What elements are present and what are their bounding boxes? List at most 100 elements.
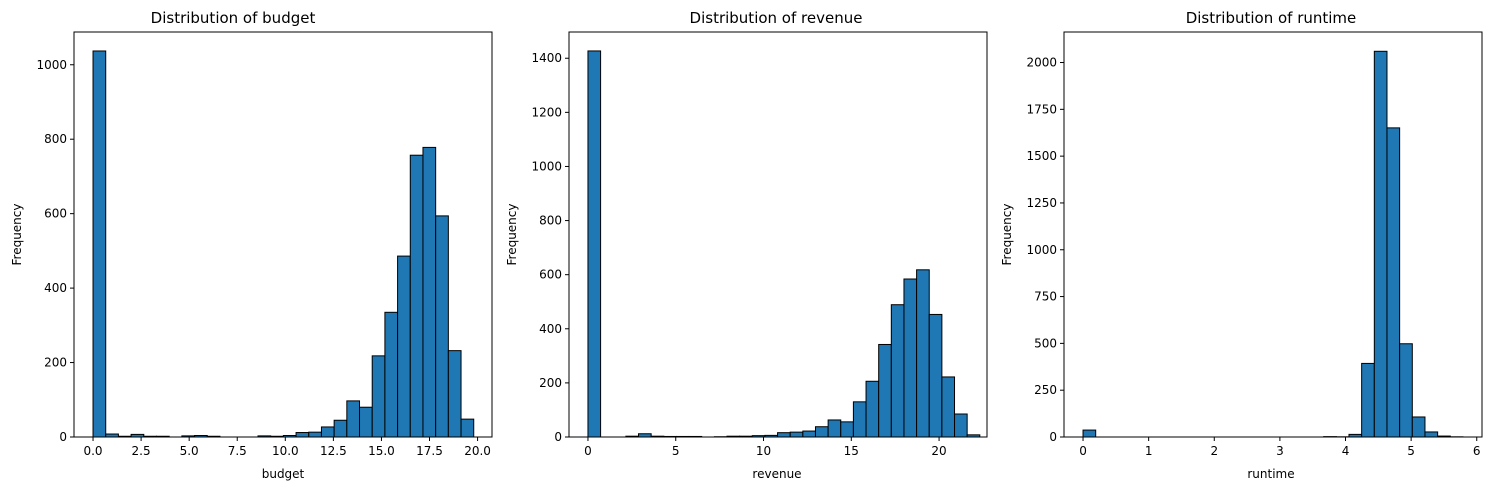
x-tick-label: 2.5 — [132, 444, 151, 458]
histogram-bar — [814, 426, 829, 438]
x-tick-label: 10 — [756, 444, 771, 458]
histogram-bar — [295, 432, 310, 438]
histogram-bar — [777, 432, 791, 438]
x-tick-label: 6 — [1473, 444, 1481, 458]
histogram-bar — [802, 430, 816, 438]
histogram-bar — [916, 269, 930, 438]
x-axis-label: budget — [262, 467, 305, 481]
y-tick-label: 750 — [1034, 290, 1057, 304]
histogram-bar — [903, 278, 918, 438]
revenue-histogram-panel: Distribution of revenue 0 5 10 15 20 0 200 400… — [505, 9, 988, 481]
y-tick-label: 800 — [539, 214, 562, 228]
histogram-bar — [320, 426, 335, 438]
x-tick-label: 20 — [931, 444, 946, 458]
histogram-bar — [1424, 431, 1439, 438]
histogram-bar — [890, 304, 905, 438]
y-tick-label: 0 — [554, 430, 562, 444]
x-tick-label: 15.0 — [368, 444, 395, 458]
x-tick-label: 7.5 — [228, 444, 247, 458]
y-tick-label: 250 — [1034, 383, 1057, 397]
x-tick-label: 2 — [1210, 444, 1218, 458]
y-axis-label: Frequency — [1000, 204, 1014, 266]
x-tick-label: 3 — [1276, 444, 1284, 458]
bars-group — [1082, 50, 1464, 438]
y-axis-label: Frequency — [505, 204, 519, 266]
y-tick-label: 1000 — [36, 58, 67, 72]
histogram-bar — [409, 154, 424, 438]
histogram-bar — [435, 215, 449, 438]
y-tick-label: 1400 — [531, 51, 562, 65]
x-axis-label: runtime — [1247, 467, 1294, 481]
y-tick-label: 1200 — [531, 105, 562, 119]
y-tick-label: 400 — [539, 322, 562, 336]
x-tick-label: 5 — [1407, 444, 1415, 458]
budget-histogram-panel: Distribution of budget 0.0 2.5 5.0 7.5 10.0 1… — [10, 9, 493, 481]
y-tick-label: 400 — [44, 281, 67, 295]
y-tick-label: 500 — [1034, 336, 1057, 350]
y-tick-label: 1500 — [1026, 149, 1057, 163]
runtime-histogram-panel: Distribution of runtime 0 1 2 3 4 5 6 0 250 500 7… — [1000, 9, 1483, 481]
x-tick-label: 10.0 — [272, 444, 299, 458]
x-ticks-group: 0 5 10 15 20 — [584, 437, 947, 458]
y-tick-label: 600 — [44, 207, 67, 221]
y-tick-label: 1000 — [531, 159, 562, 173]
y-ticks-group: 0 250 500 750 1000 1250 1500 1750 2000 — [1026, 56, 1064, 444]
histogram-bar — [1411, 416, 1426, 438]
chart-title: Distribution of revenue — [690, 9, 863, 27]
y-tick-label: 1250 — [1026, 196, 1057, 210]
x-tick-label: 4 — [1342, 444, 1350, 458]
histogram-bar — [1082, 429, 1097, 438]
histogram-bar — [1361, 362, 1375, 438]
histogram-bar — [422, 146, 437, 438]
plot-frame — [568, 31, 988, 438]
histogram-bar — [1373, 50, 1388, 438]
y-tick-label: 1750 — [1026, 102, 1057, 116]
plot-frame — [1063, 31, 1483, 438]
histogram-bar — [333, 419, 348, 438]
y-tick-label: 2000 — [1026, 56, 1057, 70]
y-axis-label: Frequency — [10, 204, 24, 266]
y-tick-label: 200 — [44, 356, 67, 370]
y-tick-label: 1000 — [1026, 243, 1057, 257]
histogram-bar — [92, 50, 107, 438]
histogram-bar — [928, 313, 943, 438]
histogram-bar — [371, 355, 386, 438]
histogram-bar — [346, 400, 361, 438]
y-tick-label: 0 — [1049, 430, 1057, 444]
histogram-bar — [789, 431, 804, 438]
histogram-bar — [460, 418, 475, 438]
histogram-bar — [954, 413, 968, 438]
x-tick-label: 12.5 — [320, 444, 347, 458]
histogram-bar — [384, 311, 399, 438]
y-tick-label: 200 — [539, 376, 562, 390]
y-ticks-group: 0 200 400 600 800 1000 — [36, 58, 74, 444]
x-ticks-group: 0.0 2.5 5.0 7.5 10.0 12.5 15.0 17.5 20.0 — [83, 437, 491, 458]
x-tick-label: 5 — [672, 444, 680, 458]
histogram-bar — [1386, 127, 1401, 438]
histogram-bar — [941, 376, 956, 438]
histogram-bar — [1399, 343, 1413, 438]
histogram-bar — [359, 406, 373, 438]
y-tick-label: 600 — [539, 268, 562, 282]
histogram-bar — [865, 380, 880, 438]
histogram-bar — [587, 50, 602, 438]
x-tick-label: 5.0 — [180, 444, 199, 458]
y-tick-label: 800 — [44, 132, 67, 146]
chart-title: Distribution of runtime — [1186, 9, 1357, 27]
bars-group — [92, 50, 475, 438]
histogram-bar — [308, 431, 322, 438]
bars-group — [587, 50, 981, 438]
chart-title: Distribution of budget — [151, 9, 316, 27]
histogram-bar — [878, 343, 892, 438]
histogram-bar — [840, 421, 854, 438]
y-tick-label: 0 — [59, 430, 67, 444]
plot-frame — [73, 31, 493, 438]
histogram-bar — [827, 419, 842, 438]
x-tick-label: 15 — [844, 444, 859, 458]
histogram-bar — [447, 350, 462, 438]
x-ticks-group: 0 1 2 3 4 5 6 — [1079, 437, 1481, 458]
x-tick-label: 17.5 — [416, 444, 443, 458]
histogram-bar — [397, 255, 411, 438]
y-ticks-group: 0 200 400 600 800 1000 1200 1400 — [531, 51, 569, 444]
